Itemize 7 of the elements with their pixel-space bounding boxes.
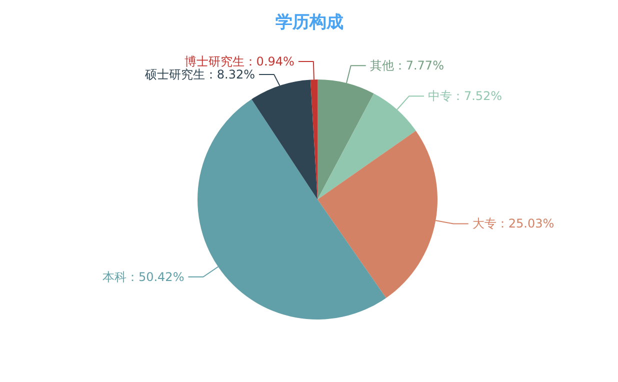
slice-label: 其他：7.77% [370, 58, 444, 73]
slice-label: 大专：25.03% [472, 216, 554, 231]
slice-label: 本科：50.42% [102, 270, 184, 284]
slice-label: 博士研究生：0.94% [184, 54, 294, 69]
slice-label: 硕士研究生：8.32% [144, 68, 256, 82]
chart-title: 学历构成 [276, 12, 344, 32]
slice-label: 中专：7.52% [428, 89, 502, 104]
